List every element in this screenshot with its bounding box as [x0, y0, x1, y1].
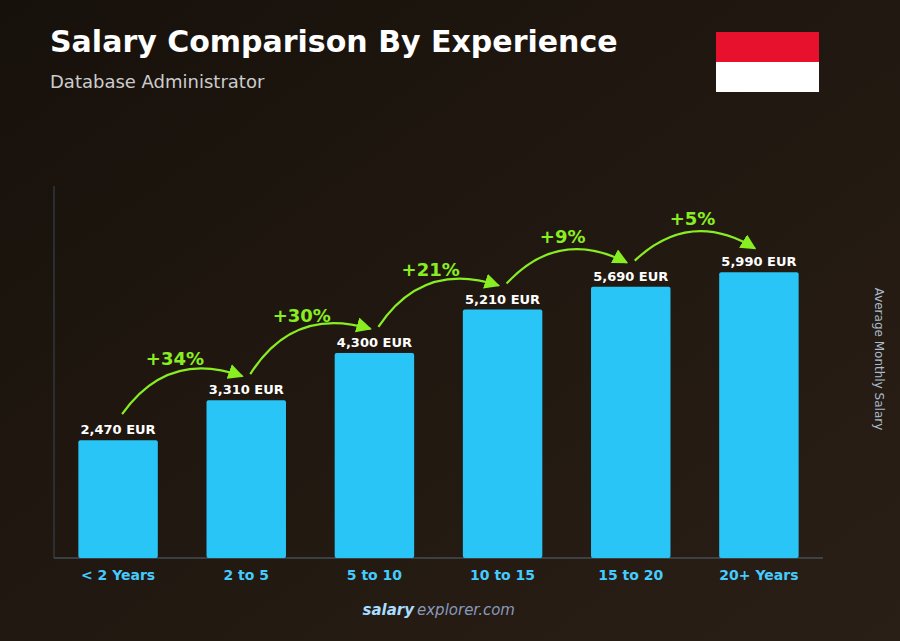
flag-white [716, 62, 819, 92]
data-label: 2,470 EUR [81, 422, 156, 437]
bar [78, 440, 157, 558]
title: Salary Comparison By Experience [50, 24, 618, 59]
bar [463, 310, 542, 558]
bars [78, 272, 798, 558]
change-arrow [635, 231, 755, 260]
change-label: +34% [146, 348, 204, 369]
x-tick-label: 10 to 15 [470, 567, 535, 583]
watermark: explorer.com [417, 601, 515, 619]
data-label: 5,210 EUR [465, 292, 540, 307]
change-label: +9% [540, 226, 586, 247]
flag [716, 32, 819, 92]
data-label: 3,310 EUR [209, 382, 284, 397]
x-tick-label: 15 to 20 [598, 567, 663, 583]
x-tick-label: < 2 Years [81, 567, 155, 583]
data-label: 4,300 EUR [337, 335, 412, 350]
bar [719, 272, 798, 558]
x-tick-label: 2 to 5 [223, 567, 269, 583]
data-label: 5,690 EUR [593, 269, 668, 284]
y-axis-line [54, 186, 55, 558]
change-arrow [378, 279, 498, 327]
x-tick-label: 20+ Years [719, 567, 798, 583]
bar [207, 400, 286, 558]
bar [335, 353, 414, 558]
subtitle: Database Administrator [50, 71, 265, 92]
background [0, 0, 900, 641]
x-axis-line [54, 558, 823, 559]
flag-red [716, 32, 819, 62]
y-axis-label: Average Monthly Salary [872, 288, 886, 431]
change-arrow [122, 368, 242, 414]
change-arrow [250, 323, 370, 374]
change-label: +30% [273, 305, 331, 326]
change-label: +21% [402, 259, 460, 280]
chart: < 2 Years 2 to 5 5 to 10 10 to 15 15 to 20 20… [0, 0, 900, 641]
change-arrow [507, 249, 627, 283]
x-tick-label: 5 to 10 [347, 567, 403, 583]
change-label: +5% [670, 208, 716, 229]
bar [591, 287, 670, 558]
data-label: 5,990 EUR [721, 254, 796, 269]
watermark: salary [363, 601, 416, 619]
